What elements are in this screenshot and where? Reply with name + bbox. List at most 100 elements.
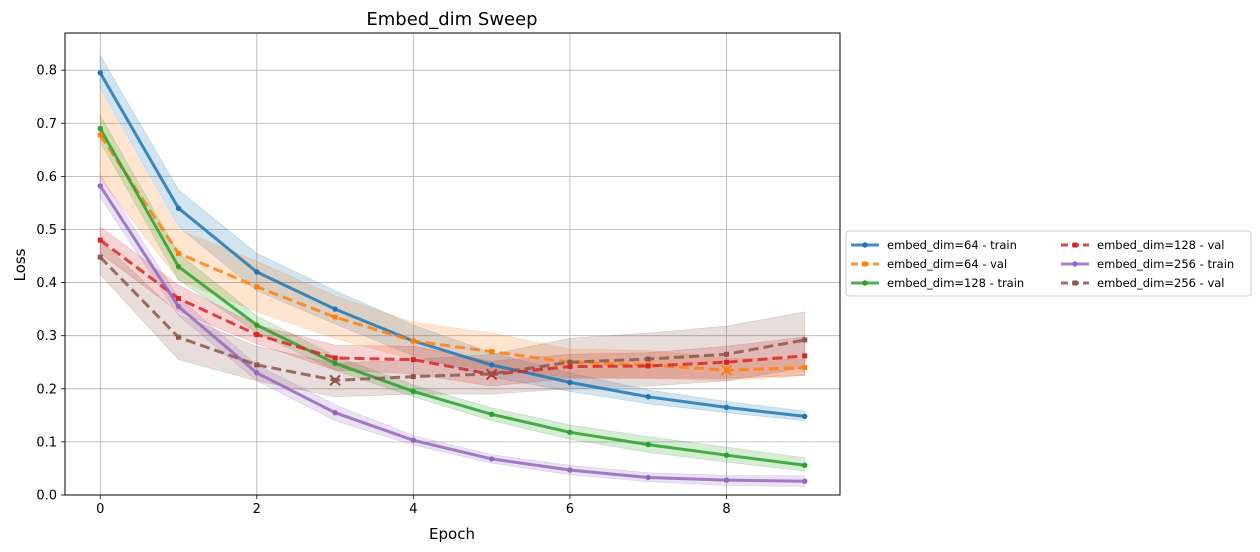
line-embed-dim-128-val [99,238,805,376]
legend-label: embed_dim=64 - train [887,238,1017,252]
line-embed-dim-256-train [98,185,805,483]
x-tick-label: 2 [253,502,261,517]
confidence-bands [99,54,806,487]
point-embed-dim-128-train [254,322,260,328]
point-embed-dim-256-train [723,477,730,483]
point-embed-dim-256-val [723,351,729,357]
legend-label: embed_dim=256 - train [1097,257,1234,271]
point-embed-dim-128-train [723,452,730,458]
point-embed-dim-256-val [802,337,808,343]
legend-label: embed_dim=128 - val [1097,238,1225,252]
point-embed-dim-64-val [332,314,338,320]
y-tick-label: 0.4 [36,276,57,291]
line-embed-dim-64-val [98,134,805,372]
point-embed-dim-64-val [489,349,495,355]
y-tick-label: 0.2 [36,382,57,397]
point-embed-dim-128-train [175,263,182,270]
legend-entry-embed-dim-256-train: embed_dim=256 - train [1061,257,1234,271]
y-axis-label: Loss [11,248,29,281]
point-embed-dim-64-train [97,70,103,76]
point-embed-dim-256-val [567,359,573,365]
legend-label: embed_dim=64 - val [887,257,1007,271]
point-embed-dim-64-train [332,306,338,312]
legend-swatch-marker [1072,261,1078,267]
line-embed-dim-128-train [98,127,805,467]
band-embed-dim-64-val [99,90,806,382]
point-embed-dim-64-train [488,362,495,368]
point-embed-dim-128-val [97,237,103,243]
point-embed-dim-128-train [410,388,417,395]
best-marker-stroke [329,374,341,387]
y-tick-label: 0.3 [36,329,57,344]
legend-swatch-marker [1072,280,1078,286]
x-tick-label: 6 [566,502,574,517]
point-embed-dim-256-train [488,456,495,462]
band-embed-dim-128-train [99,114,806,472]
point-embed-dim-128-val [567,363,573,369]
best-marker-stroke [720,364,733,376]
legend-swatch-marker [862,261,868,267]
legend-swatch-marker [862,242,868,248]
point-embed-dim-256-train [97,183,103,189]
legend: embed_dim=64 - train embed_dim=64 - val em… [845,230,1252,297]
legend-label: embed_dim=128 - train [887,276,1024,290]
x-tick-label: 8 [722,502,730,517]
point-embed-dim-128-train [332,360,338,367]
series-markers [97,70,808,484]
point-embed-dim-64-train [567,379,573,386]
band-embed-dim-256-train [99,173,806,487]
legend-entry-embed-dim-128-train: embed_dim=128 - train [851,276,1024,290]
legend-swatch-marker [1072,242,1078,248]
legend-entry-embed-dim-64-train: embed_dim=64 - train [851,238,1017,252]
y-tick-label: 0.5 [36,223,57,238]
point-embed-dim-256-train [410,437,417,444]
legend-label: embed_dim=256 - val [1097,276,1225,290]
point-embed-dim-128-train [802,462,808,468]
x-axis-label: Epoch [429,525,475,543]
band-embed-dim-128-val [99,226,806,387]
point-embed-dim-256-train [254,370,260,376]
point-embed-dim-64-val [97,132,103,138]
point-embed-dim-128-val [802,353,808,359]
point-embed-dim-128-val [723,359,729,365]
point-embed-dim-64-train [723,404,730,411]
chart-title: Embed_dim Sweep [366,9,537,30]
point-embed-dim-256-train [645,474,651,481]
point-embed-dim-128-train [567,429,573,436]
best-marker-embed-dim-256-val [329,374,341,387]
point-embed-dim-256-val [97,254,103,260]
point-embed-dim-128-train [488,411,495,417]
point-embed-dim-256-val [176,334,182,340]
band-embed-dim-64-train [99,54,806,422]
point-embed-dim-64-val [802,365,808,371]
point-embed-dim-256-val [489,371,495,377]
point-embed-dim-64-train [802,413,808,420]
plot-frame [64,32,841,496]
point-embed-dim-64-train [175,205,182,211]
point-embed-dim-256-train [175,303,182,310]
point-embed-dim-64-val [410,338,416,344]
point-embed-dim-256-val [254,362,260,368]
y-tick-label: 0.6 [36,170,57,185]
x-tick-label: 4 [409,502,417,517]
point-embed-dim-64-val [254,284,260,290]
point-embed-dim-256-train [332,409,338,416]
legend-entry-embed-dim-256-val: embed_dim=256 - val [1061,276,1225,290]
series-lines [98,72,806,483]
point-embed-dim-128-val [410,357,416,363]
point-embed-dim-128-val [176,296,182,302]
y-tick-label: 0.1 [36,435,57,450]
point-embed-dim-256-train [802,478,808,484]
point-embed-dim-128-val [254,332,260,338]
legend-entry-embed-dim-128-val: embed_dim=128 - val [1061,238,1225,252]
legend-box [845,230,1252,297]
point-embed-dim-256-val [645,356,651,362]
point-embed-dim-64-train [645,394,651,400]
best-marker-embed-dim-64-val [720,364,733,376]
point-embed-dim-128-val [332,355,338,361]
axis-ticks: 0 2 4 6 8 0.0 0.1 0.2 0.3 0.4 0.5 0.6 0.7 0.8 [36,64,730,517]
y-tick-label: 0.7 [36,117,57,132]
y-tick-label: 0.0 [36,489,57,504]
legend-swatch-marker [862,280,868,286]
